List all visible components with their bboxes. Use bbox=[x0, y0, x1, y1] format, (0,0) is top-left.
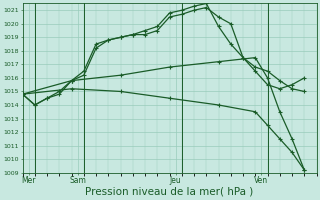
X-axis label: Pression niveau de la mer( hPa ): Pression niveau de la mer( hPa ) bbox=[85, 187, 254, 197]
